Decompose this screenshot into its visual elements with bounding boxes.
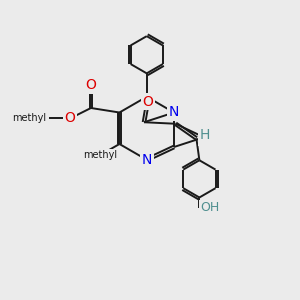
- Text: methyl: methyl: [12, 113, 46, 124]
- Text: N: N: [169, 106, 179, 119]
- Text: O: O: [142, 94, 153, 109]
- Text: methyl: methyl: [12, 113, 46, 124]
- Text: S: S: [200, 130, 208, 144]
- Text: methyl: methyl: [83, 150, 117, 160]
- Text: H: H: [200, 128, 210, 142]
- Text: O: O: [85, 79, 96, 92]
- Text: O: O: [64, 112, 75, 125]
- Text: OH: OH: [200, 202, 220, 214]
- Text: N: N: [142, 153, 152, 167]
